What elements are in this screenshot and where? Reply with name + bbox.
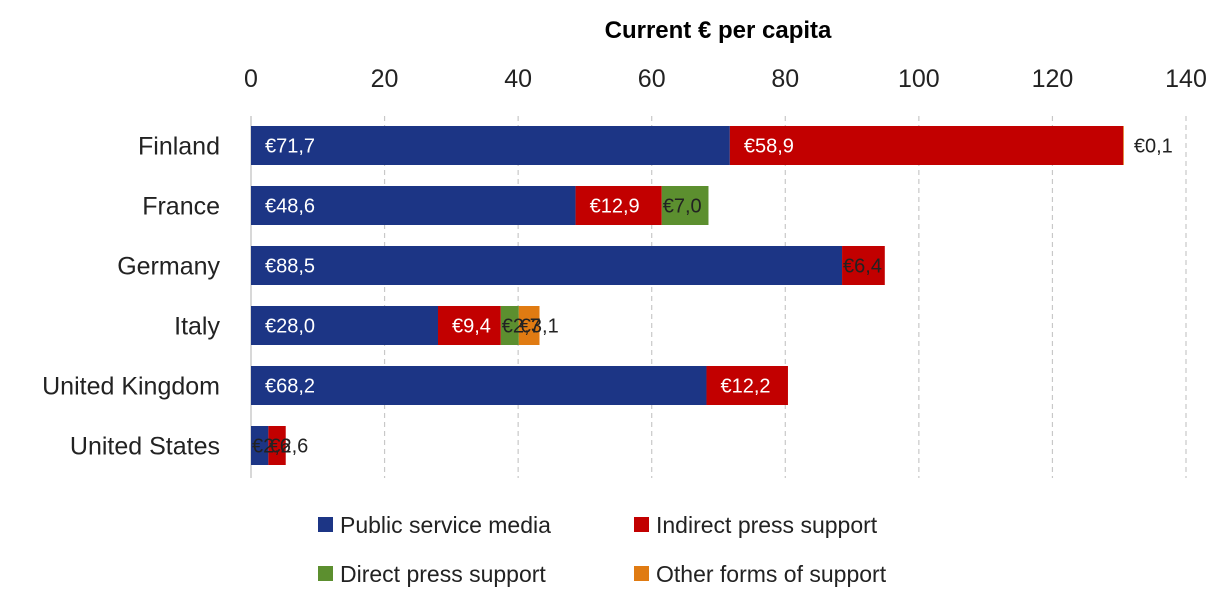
bar-segment [500,306,519,345]
data-label: €9,4 [452,316,491,338]
bar-segment [729,126,1124,165]
x-tick-label: 100 [898,65,940,93]
bar-segment [1123,126,1124,165]
bar-segment [251,126,730,165]
bar-segment [268,426,286,465]
category-label: United Kingdom [42,373,220,401]
x-tick-label: 60 [638,65,666,93]
data-label: €58,9 [744,136,794,158]
data-label: €2,6 [269,436,308,458]
legend-label: Public service media [340,512,551,538]
x-tick-label: 80 [771,65,799,93]
data-label: €28,0 [265,316,315,338]
data-label: €12,9 [590,196,640,218]
bar-segment [251,186,576,225]
category-labels: Finland France Germany Italy United Kingdom U… [42,133,220,461]
data-label: €48,6 [265,196,315,218]
legend-label: Direct press support [340,561,546,587]
bar-segment [842,246,885,285]
legend-swatch [318,566,333,581]
category-label: United States [70,433,220,461]
data-label: €3,1 [520,316,559,338]
data-label: €0,1 [1134,136,1173,158]
data-label: €68,2 [265,376,315,398]
x-tick-labels: 0 20 40 60 80 100 120 140 [244,65,1207,93]
category-label: Italy [174,313,220,341]
bar-segment [251,306,438,345]
bar-segment [438,306,501,345]
data-label: €71,7 [265,136,315,158]
data-label: €6,4 [843,256,882,278]
bar-segment [251,366,707,405]
legend-label: Other forms of support [656,561,887,587]
x-tick-label: 0 [244,65,258,93]
gridlines [250,116,1187,478]
bar-segment [706,366,788,405]
bar-segment [251,246,843,285]
data-label: €88,5 [265,256,315,278]
bar-segment [575,186,662,225]
data-label: €12,2 [720,376,770,398]
x-tick-label: 120 [1032,65,1074,93]
category-label: Finland [138,133,220,161]
legend-swatch [634,517,649,532]
x-tick-label: 40 [504,65,532,93]
data-label: €2,7 [502,316,541,338]
bars [251,126,1124,465]
category-label: Germany [117,253,220,281]
legend: Public service media Indirect press suppo… [318,512,887,587]
legend-swatch [318,517,333,532]
bar-segment [518,306,540,345]
data-label: €7,0 [663,196,702,218]
data-label: €2,6 [252,436,291,458]
x-tick-label: 20 [371,65,399,93]
bar-segment [661,186,709,225]
legend-swatch [634,566,649,581]
x-axis-title: Current € per capita [605,17,832,44]
data-labels: €71,7 €58,9 €0,1 €48,6 €12,9 €7,0 €88,5 €6,4 €28… [252,136,1173,458]
legend-label: Indirect press support [656,512,878,538]
category-label: France [142,193,220,221]
x-tick-label: 140 [1165,65,1207,93]
bar-segment [251,426,269,465]
